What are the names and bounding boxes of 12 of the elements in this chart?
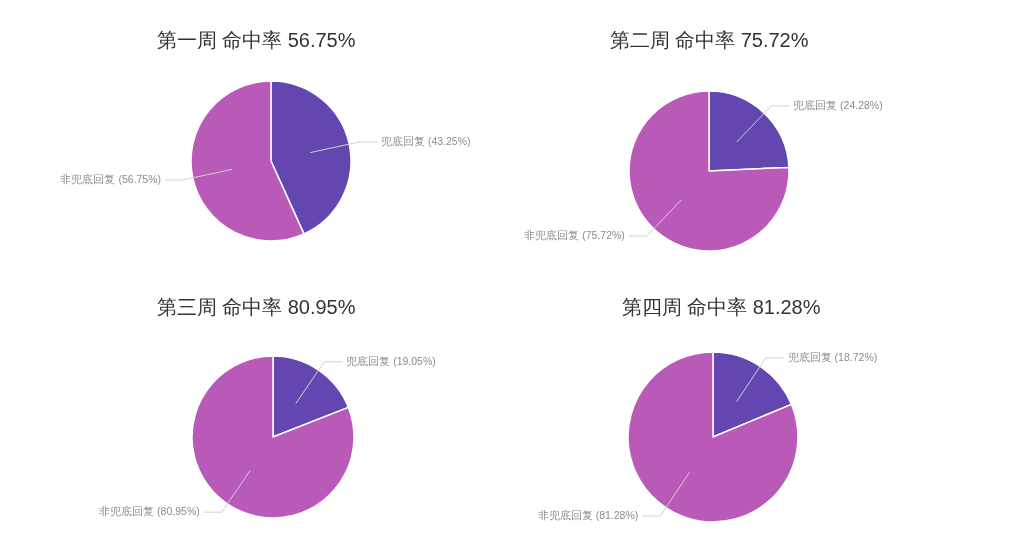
slice-label: 兜底回复 (24.28%): [793, 98, 883, 111]
chart-title: 第四周 命中率 81.28%: [621, 296, 821, 319]
slice-label: 兜底回复 (19.05%): [346, 354, 436, 367]
chart-title: 第二周 命中率 75.72%: [609, 29, 809, 52]
chart-title: 第一周 命中率 56.75%: [156, 29, 356, 52]
slice-label: 兜底回复 (18.72%): [787, 350, 878, 363]
slice-label: 非兜底回复 (80.95%): [99, 504, 200, 517]
slice-label: 非兜底回复 (81.28%): [537, 508, 639, 521]
slice-label: 兜底回复 (43.25%): [380, 134, 471, 147]
chart-title: 第三周 命中率 80.95%: [156, 296, 356, 319]
slice-label: 非兜底回复 (75.72%): [524, 228, 625, 241]
slice-label: 非兜底回复 (56.75%): [60, 172, 162, 185]
